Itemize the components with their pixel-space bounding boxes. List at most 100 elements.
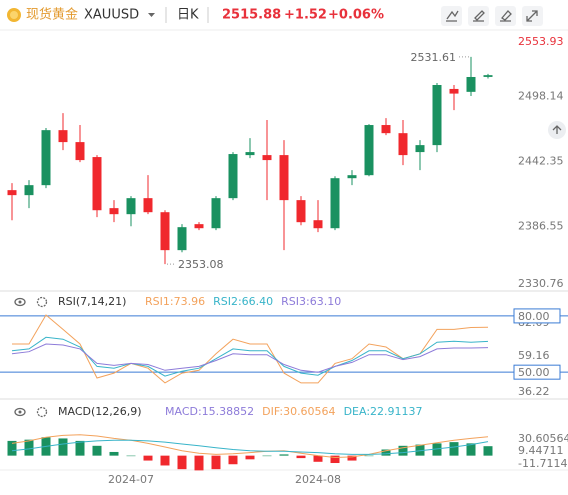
erase-button[interactable] — [495, 6, 516, 26]
candle-body — [398, 133, 408, 156]
macd-bar — [194, 455, 204, 471]
y-tick-label: 2442.35 — [518, 154, 564, 167]
y-tick-label: 2498.14 — [518, 90, 564, 103]
rsi-line — [11, 343, 489, 373]
candle-body — [41, 130, 51, 186]
y-tick-label: 2330.76 — [518, 277, 564, 290]
price-change-pct: +0.06% — [328, 8, 384, 23]
candle-body — [483, 75, 493, 77]
macd-bar — [177, 455, 187, 470]
reference-label: 80.00 — [518, 310, 550, 323]
candle-body — [381, 125, 391, 134]
macd-bar — [7, 440, 17, 456]
macd-bar — [381, 449, 391, 456]
candle-body — [160, 212, 170, 251]
macd-bar — [415, 444, 425, 456]
draw-line-button[interactable] — [441, 6, 462, 26]
macd-tools — [14, 406, 48, 418]
legend-entry: DIF:30.60564 — [262, 405, 335, 418]
candle-body — [228, 154, 238, 199]
macd-bar — [364, 455, 374, 457]
candle-body — [313, 220, 323, 229]
pen-button[interactable] — [468, 6, 489, 26]
macd-bar — [143, 455, 153, 461]
legend-entry: RSI2:66.40 — [213, 295, 273, 308]
y-tick-label: 30.60564 — [518, 432, 568, 445]
candle-body — [177, 227, 187, 251]
macd-title: MACD(12,26,9) — [58, 405, 142, 418]
macd-bar — [245, 455, 255, 460]
macd-bar — [296, 455, 306, 459]
rsi-title: RSI(7,14,21) — [58, 295, 126, 308]
price-change: +1.52 — [284, 8, 327, 23]
legend-entry: RSI1:73.96 — [145, 295, 205, 308]
macd-bar — [228, 455, 238, 465]
macd-bar — [109, 451, 119, 456]
legend-entry: DEA:22.91137 — [344, 405, 423, 418]
candle-body — [194, 224, 204, 229]
macd-bar — [58, 438, 68, 456]
instrument-symbol[interactable]: XAUUSD — [84, 8, 139, 23]
candle-body — [279, 155, 289, 201]
macd-line — [11, 439, 489, 455]
macd-bar — [483, 446, 493, 456]
y-tick-label: 9.44711 — [518, 444, 564, 457]
period-selector[interactable]: 日K — [177, 8, 199, 23]
candle-body — [415, 145, 425, 153]
y-tick-label: 36.22 — [518, 385, 550, 398]
macd-bar — [24, 439, 34, 456]
x-tick-label: 2024-08 — [295, 473, 341, 486]
candle-body — [262, 155, 272, 161]
candle-body — [7, 190, 17, 196]
macd-bar — [330, 455, 340, 464]
y-tick-label: 2553.93 — [518, 35, 564, 48]
candle-body — [432, 85, 442, 146]
legend-entry: RSI3:63.10 — [281, 295, 341, 308]
rsi-settings[interactable] — [36, 296, 48, 308]
toolbar — [441, 6, 543, 26]
gold-icon-inner — [10, 11, 18, 19]
candle-body — [364, 125, 374, 176]
reference-label: 50.00 — [518, 366, 550, 379]
candle-body — [466, 76, 476, 92]
macd-visibility[interactable] — [14, 407, 26, 417]
y-tick-label: 59.16 — [518, 349, 550, 362]
candle-body — [143, 198, 153, 213]
candle-body — [75, 142, 85, 161]
candle-body — [245, 152, 255, 156]
macd-settings[interactable] — [36, 406, 48, 418]
candle-body — [92, 157, 102, 211]
macd-bar — [126, 455, 136, 457]
reference-label-box — [513, 364, 561, 380]
reference-label-box — [513, 308, 561, 324]
candle-body — [58, 130, 68, 143]
macd-bar — [398, 445, 408, 456]
rsi-line — [11, 336, 489, 377]
rsi-visibility[interactable] — [14, 297, 26, 307]
high-annotation: 2531.61 — [411, 51, 457, 64]
macd-bar — [279, 454, 289, 456]
candle-body — [24, 185, 34, 196]
candle-body — [330, 178, 340, 229]
x-tick-label: 2024-07 — [108, 473, 154, 486]
macd-line — [11, 434, 489, 459]
legend-entry: MACD:15.38852 — [165, 405, 254, 418]
candle-body — [211, 198, 221, 229]
candle-body — [126, 198, 136, 215]
rsi-line — [12, 314, 489, 384]
macd-bar — [211, 455, 221, 470]
macd-bar — [466, 443, 476, 456]
macd-bar — [449, 442, 459, 456]
macd-bar — [160, 455, 170, 466]
candle-body — [109, 208, 119, 215]
rsi-tools — [14, 296, 48, 308]
last-price: 2515.88 — [222, 8, 281, 23]
candle-body — [296, 200, 306, 223]
instrument-name: 现货黄金 — [26, 7, 78, 23]
macd-bar — [75, 440, 85, 456]
low-annotation: 2353.08 — [178, 258, 224, 271]
symbol-dropdown[interactable] — [148, 13, 155, 17]
candle-body — [347, 175, 357, 179]
y-tick-label: 2386.55 — [518, 219, 564, 232]
